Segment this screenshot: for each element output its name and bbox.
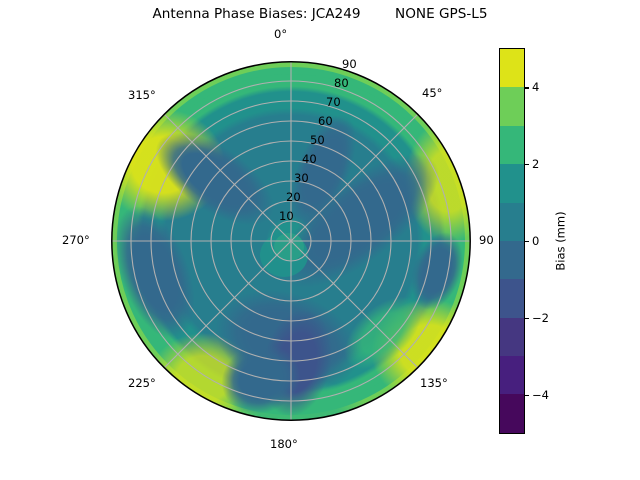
colorbar-band	[500, 279, 524, 318]
colorbar-band	[500, 240, 524, 280]
radial-tick-20: 20	[286, 190, 301, 204]
polar-grid-spokes	[112, 62, 470, 420]
radial-tick-80: 80	[334, 76, 349, 90]
polar-contour-svg	[111, 61, 471, 421]
colorbar-ticks: −4 −2 0 2 4	[525, 48, 635, 434]
contour-field	[112, 62, 470, 420]
colorbar-band	[500, 87, 524, 126]
colorbar-band	[500, 125, 524, 165]
colorbar-tick-label: −4	[532, 387, 549, 402]
colorbar-gradient	[499, 48, 525, 434]
colorbar-tick-label: 4	[532, 80, 540, 95]
colorbar-tick-mark	[525, 317, 529, 319]
colorbar-tick-label: 2	[532, 157, 540, 172]
angular-tick-45: 45°	[422, 86, 443, 100]
angular-tick-90: 90	[479, 233, 494, 247]
colorbar-tick-mark	[525, 241, 529, 243]
colorbar-band	[500, 49, 524, 88]
page-title: Antenna Phase Biases: JCA249 NONE GPS-L5	[152, 6, 488, 22]
colorbar-tick-label: −2	[532, 310, 549, 325]
angular-tick-180: 180°	[270, 437, 298, 451]
colorbar-band	[500, 394, 524, 433]
colorbar-band	[500, 164, 524, 203]
colorbar-axis-label: Bias (mm)	[551, 48, 571, 434]
polar-outer-spine	[111, 61, 471, 421]
angular-tick-270: 270°	[62, 233, 90, 247]
polar-plot: 10 20 30 40 50 60 70 80 90	[111, 57, 471, 421]
colorbar-band	[500, 202, 524, 241]
colorbar-tick-mark	[525, 87, 529, 89]
colorbar-axis-label-text: Bias (mm)	[554, 211, 569, 271]
colorbar-band	[500, 356, 524, 395]
colorbar-band	[500, 317, 524, 356]
radial-tick-60: 60	[318, 114, 333, 128]
angular-tick-315: 315°	[128, 88, 156, 102]
colorbar-tick-label: 0	[532, 234, 540, 248]
angular-tick-0: 0°	[274, 27, 288, 41]
colorbar-tick-mark	[525, 164, 529, 166]
angular-tick-225: 225°	[128, 376, 156, 390]
colorbar: −4 −2 0 2 4	[499, 48, 549, 434]
angular-tick-135: 135°	[420, 376, 448, 390]
colorbar-tick-mark	[525, 394, 529, 396]
radial-tick-40: 40	[302, 152, 317, 166]
radial-tick-30: 30	[294, 171, 309, 185]
radial-tick-50: 50	[310, 133, 325, 147]
radial-tick-10: 10	[279, 209, 294, 223]
radial-tick-70: 70	[326, 95, 341, 109]
radial-tick-90: 90	[342, 57, 357, 71]
